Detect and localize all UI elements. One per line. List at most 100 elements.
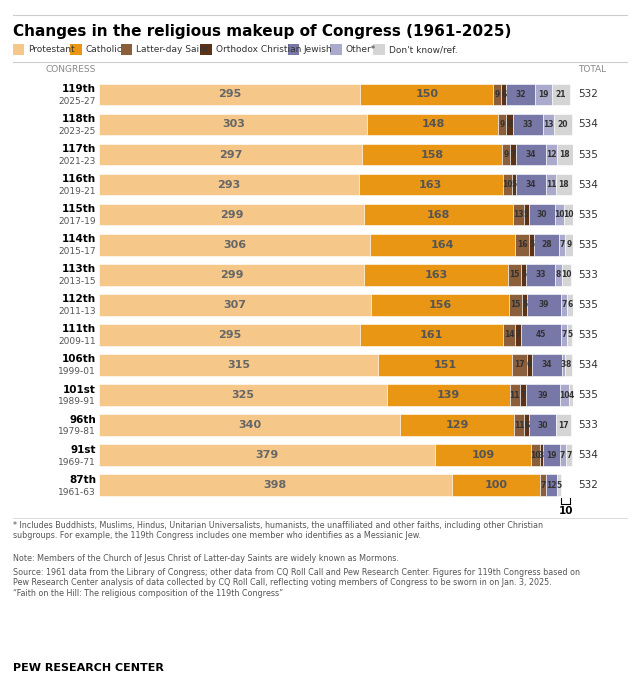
Text: 87th: 87th	[69, 475, 96, 484]
Text: 2017-19: 2017-19	[58, 217, 96, 226]
Text: 5: 5	[567, 331, 572, 339]
Text: 306: 306	[223, 239, 246, 250]
Bar	[562, 264, 571, 286]
Text: 532: 532	[578, 90, 598, 99]
Text: 17: 17	[514, 360, 525, 369]
Text: Orthodox Christian: Orthodox Christian	[216, 45, 301, 55]
Text: 4: 4	[568, 391, 573, 400]
Text: 1979-81: 1979-81	[58, 428, 96, 437]
Bar	[529, 204, 555, 226]
Text: 34: 34	[542, 360, 552, 369]
Bar	[364, 204, 513, 226]
Text: 299: 299	[220, 270, 243, 279]
Bar	[502, 144, 510, 166]
Text: Jewish: Jewish	[303, 45, 332, 55]
Bar	[400, 414, 515, 436]
Bar	[452, 475, 540, 496]
Bar	[522, 294, 527, 315]
Bar	[515, 324, 522, 346]
Text: 7: 7	[510, 150, 516, 159]
Text: 111th: 111th	[62, 324, 96, 335]
Text: 12: 12	[547, 481, 557, 490]
Text: 297: 297	[219, 150, 243, 159]
Bar	[524, 414, 529, 436]
Text: 19: 19	[538, 90, 548, 99]
Text: 161: 161	[420, 330, 444, 340]
Text: 379: 379	[255, 450, 278, 460]
Text: 303: 303	[222, 119, 244, 130]
Text: 21: 21	[556, 90, 566, 99]
Bar	[565, 354, 572, 376]
Text: 2023-25: 2023-25	[59, 127, 96, 136]
Bar	[99, 234, 370, 255]
Bar	[364, 264, 508, 286]
Text: 5: 5	[529, 240, 534, 249]
Text: 96th: 96th	[69, 415, 96, 424]
Text: 101st: 101st	[63, 384, 96, 395]
Text: 315: 315	[227, 360, 250, 370]
Text: 535: 535	[578, 300, 598, 310]
Bar	[360, 324, 503, 346]
Bar	[99, 354, 378, 376]
Text: 106th: 106th	[62, 355, 96, 364]
Bar	[513, 114, 543, 135]
Bar	[509, 294, 522, 315]
Bar	[516, 174, 547, 195]
Bar	[99, 264, 364, 286]
Bar	[493, 83, 501, 105]
Text: 533: 533	[578, 270, 598, 279]
Text: 148: 148	[421, 119, 445, 130]
Bar	[556, 414, 571, 436]
Text: PEW RESEARCH CENTER: PEW RESEARCH CENTER	[13, 663, 164, 673]
Bar	[547, 174, 556, 195]
Bar	[506, 83, 535, 105]
Text: 5: 5	[524, 210, 529, 219]
Text: 28: 28	[541, 240, 552, 249]
Text: 2021-23: 2021-23	[59, 157, 96, 166]
Text: 3: 3	[561, 360, 566, 369]
Text: 9: 9	[566, 240, 572, 249]
Text: 129: 129	[445, 420, 469, 430]
Text: 7: 7	[540, 481, 546, 490]
Text: 6: 6	[527, 360, 532, 369]
Text: 7: 7	[560, 451, 565, 460]
Bar	[540, 444, 543, 466]
Text: 8: 8	[566, 360, 571, 369]
Text: 7: 7	[562, 300, 567, 309]
Text: 39: 39	[538, 391, 548, 400]
Bar	[555, 264, 562, 286]
Bar	[99, 324, 360, 346]
Text: 5: 5	[557, 481, 562, 490]
Bar	[534, 234, 559, 255]
Text: 533: 533	[578, 420, 598, 430]
Text: 7: 7	[520, 391, 525, 400]
Text: 30: 30	[536, 210, 547, 219]
Text: 293: 293	[217, 179, 241, 190]
Bar	[561, 324, 568, 346]
Text: 534: 534	[578, 450, 598, 460]
Bar	[524, 204, 529, 226]
Text: 5: 5	[522, 300, 527, 309]
Text: * Includes Buddhists, Muslims, Hindus, Unitarian Universalists, humanists, the u: * Includes Buddhists, Muslims, Hindus, U…	[13, 521, 543, 540]
Text: Note: Members of the Church of Jesus Christ of Latter-day Saints are widely know: Note: Members of the Church of Jesus Chr…	[13, 554, 399, 563]
Text: 2015-17: 2015-17	[58, 247, 96, 256]
Text: 295: 295	[218, 90, 241, 99]
Text: 13: 13	[543, 120, 554, 129]
Text: 16: 16	[517, 240, 527, 249]
Bar	[435, 444, 531, 466]
Text: 1969-71: 1969-71	[58, 457, 96, 466]
Text: 150: 150	[415, 90, 438, 99]
Bar	[543, 114, 554, 135]
Text: 118th: 118th	[62, 114, 96, 124]
Bar	[503, 324, 515, 346]
Bar	[559, 234, 565, 255]
Text: 116th: 116th	[62, 174, 96, 184]
Text: 11: 11	[514, 421, 525, 430]
Bar	[556, 174, 572, 195]
Bar	[543, 444, 559, 466]
Text: 18: 18	[559, 180, 569, 189]
Text: 10: 10	[563, 210, 573, 219]
Text: 6: 6	[568, 300, 573, 309]
Text: 163: 163	[424, 270, 447, 279]
Text: 10: 10	[554, 210, 564, 219]
